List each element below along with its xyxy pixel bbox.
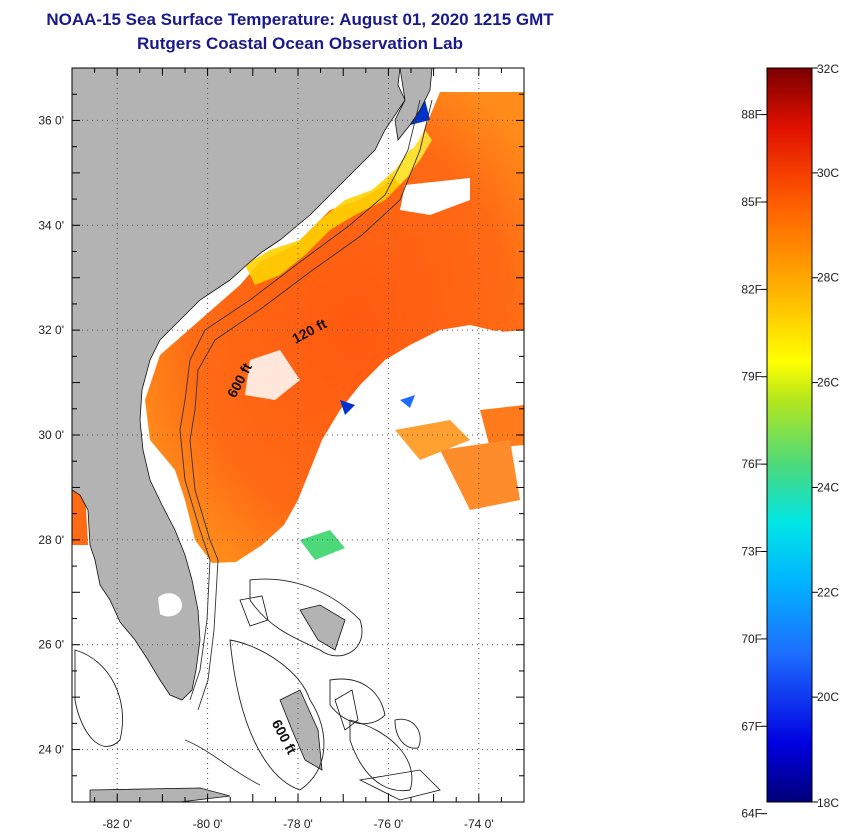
colorbar-fahrenheit-label: 73F [741, 545, 762, 559]
colorbar-fahrenheit-label: 70F [741, 632, 762, 646]
colorbar-celsius-label: 30C [817, 166, 839, 180]
lat-tick-label: 24 0' [38, 743, 64, 757]
colorbar-celsius-label: 18C [817, 796, 839, 810]
colorbar-fahrenheit-label: 67F [741, 719, 762, 733]
lat-tick-label: 36 0' [38, 113, 64, 127]
lon-tick-label: -76 0' [374, 817, 404, 831]
colorbar-fahrenheit-label: 79F [741, 370, 762, 384]
lon-tick-label: -80 0' [193, 817, 223, 831]
lat-tick-label: 30 0' [38, 428, 64, 442]
colorbar [766, 67, 813, 803]
colorbar-celsius-label: 22C [817, 585, 839, 599]
lat-tick-label: 28 0' [38, 533, 64, 547]
colorbar-celsius-label: 20C [817, 690, 839, 704]
colorbar-celsius-label: 24C [817, 480, 839, 494]
lon-tick-label: -78 0' [283, 817, 313, 831]
colorbar-celsius-label: 28C [817, 271, 839, 285]
bahamas-islands [89, 595, 441, 802]
colorbar-fahrenheit-label: 76F [741, 457, 762, 471]
lat-tick-label: 32 0' [38, 323, 64, 337]
colorbar-celsius-label: 26C [817, 376, 839, 390]
colorbar-fahrenheit-label: 88F [741, 108, 762, 122]
lon-tick-label: -82 0' [102, 817, 132, 831]
land-mainland [72, 68, 406, 701]
lat-lon-grid [72, 68, 524, 802]
map-subtitle: Rutgers Coastal Ocean Observation Lab [137, 34, 463, 53]
lat-tick-label: 26 0' [38, 638, 64, 652]
colorbar-fahrenheit-label: 82F [741, 282, 762, 296]
map-title: NOAA-15 Sea Surface Temperature: August … [46, 10, 554, 29]
lat-tick-label: 34 0' [38, 218, 64, 232]
lon-tick-label: -74 0' [464, 817, 494, 831]
colorbar-fahrenheit-label: 85F [741, 195, 762, 209]
depth-contours [179, 99, 433, 786]
colorbar-fahrenheit-label: 64F [741, 807, 762, 821]
colorbar-celsius-label: 32C [817, 62, 839, 76]
